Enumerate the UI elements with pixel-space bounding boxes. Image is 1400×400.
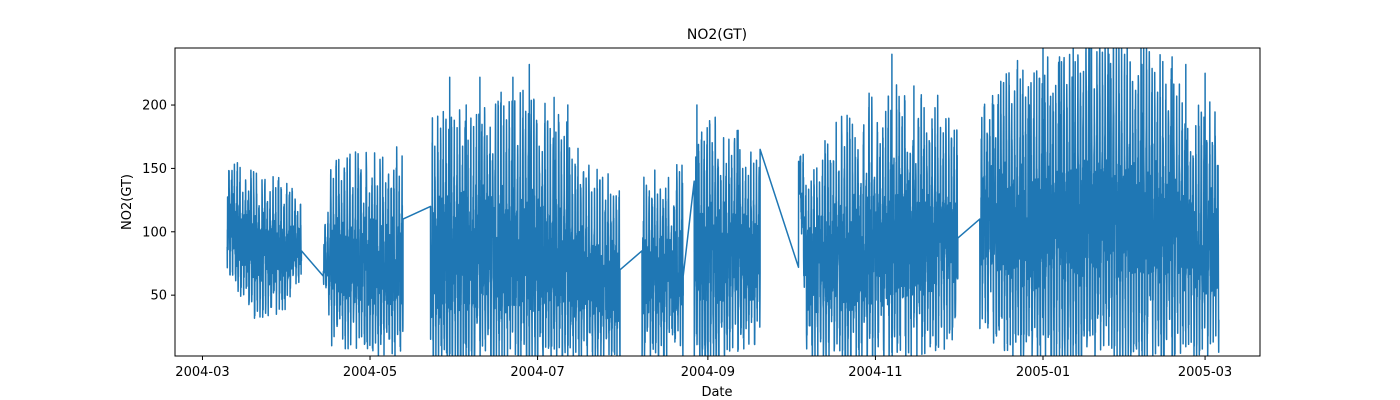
x-axis: 2004-03 2004-05 2004-07 2004-09 2004-11 2005-… (175, 356, 1232, 380)
x-tick-label: 2005-03 (1178, 365, 1232, 380)
y-tick-label: 200 (142, 99, 167, 114)
plot-area (226, 48, 1220, 356)
y-tick-label: 150 (142, 162, 167, 177)
y-axis: 50 100 150 200 (142, 99, 175, 304)
x-tick-label: 2005-01 (1016, 365, 1070, 380)
x-axis-label: Date (701, 385, 732, 400)
y-tick-label: 50 (150, 289, 167, 304)
x-tick-label: 2004-09 (681, 365, 735, 380)
chart-title: NO2(GT) (687, 27, 747, 43)
axes-frame (174, 47, 1261, 357)
x-tick-label: 2004-11 (848, 365, 902, 380)
y-tick-label: 100 (142, 225, 167, 240)
x-tick-label: 2004-07 (510, 365, 564, 380)
x-tick-label: 2004-05 (343, 365, 397, 380)
x-tick-label: 2004-03 (175, 365, 229, 380)
y-axis-label: NO2(GT) (120, 174, 135, 230)
series-line-no2 (226, 48, 1220, 356)
